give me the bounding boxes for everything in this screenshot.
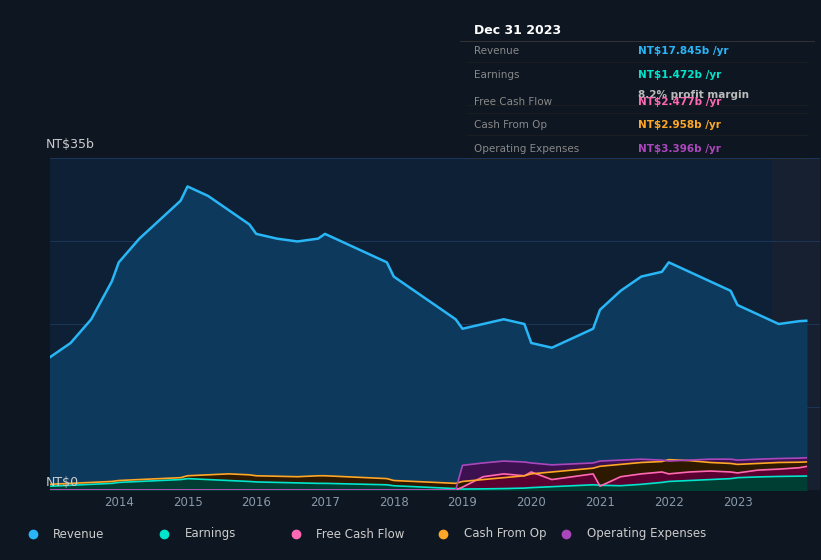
Text: NT$2.477b /yr: NT$2.477b /yr	[637, 97, 721, 107]
Text: Earnings: Earnings	[475, 70, 520, 80]
Text: Cash From Op: Cash From Op	[464, 528, 546, 540]
Text: Operating Expenses: Operating Expenses	[475, 143, 580, 153]
Text: NT$35b: NT$35b	[46, 138, 94, 151]
Text: Free Cash Flow: Free Cash Flow	[316, 528, 405, 540]
Text: Earnings: Earnings	[185, 528, 236, 540]
Text: Operating Expenses: Operating Expenses	[587, 528, 706, 540]
Text: Revenue: Revenue	[53, 528, 105, 540]
Text: Dec 31 2023: Dec 31 2023	[475, 24, 562, 37]
Text: Cash From Op: Cash From Op	[475, 119, 548, 129]
Text: NT$2.958b /yr: NT$2.958b /yr	[637, 119, 720, 129]
Text: 8.2% profit margin: 8.2% profit margin	[637, 90, 749, 100]
Bar	[772, 158, 821, 490]
Text: NT$0: NT$0	[46, 476, 79, 489]
Text: NT$3.396b /yr: NT$3.396b /yr	[637, 143, 720, 153]
Text: Free Cash Flow: Free Cash Flow	[475, 97, 553, 107]
Text: NT$17.845b /yr: NT$17.845b /yr	[637, 46, 728, 56]
Text: Revenue: Revenue	[475, 46, 520, 56]
Text: NT$1.472b /yr: NT$1.472b /yr	[637, 70, 721, 80]
